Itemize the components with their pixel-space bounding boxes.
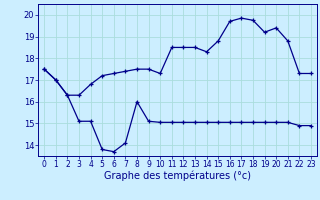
X-axis label: Graphe des températures (°c): Graphe des températures (°c): [104, 171, 251, 181]
